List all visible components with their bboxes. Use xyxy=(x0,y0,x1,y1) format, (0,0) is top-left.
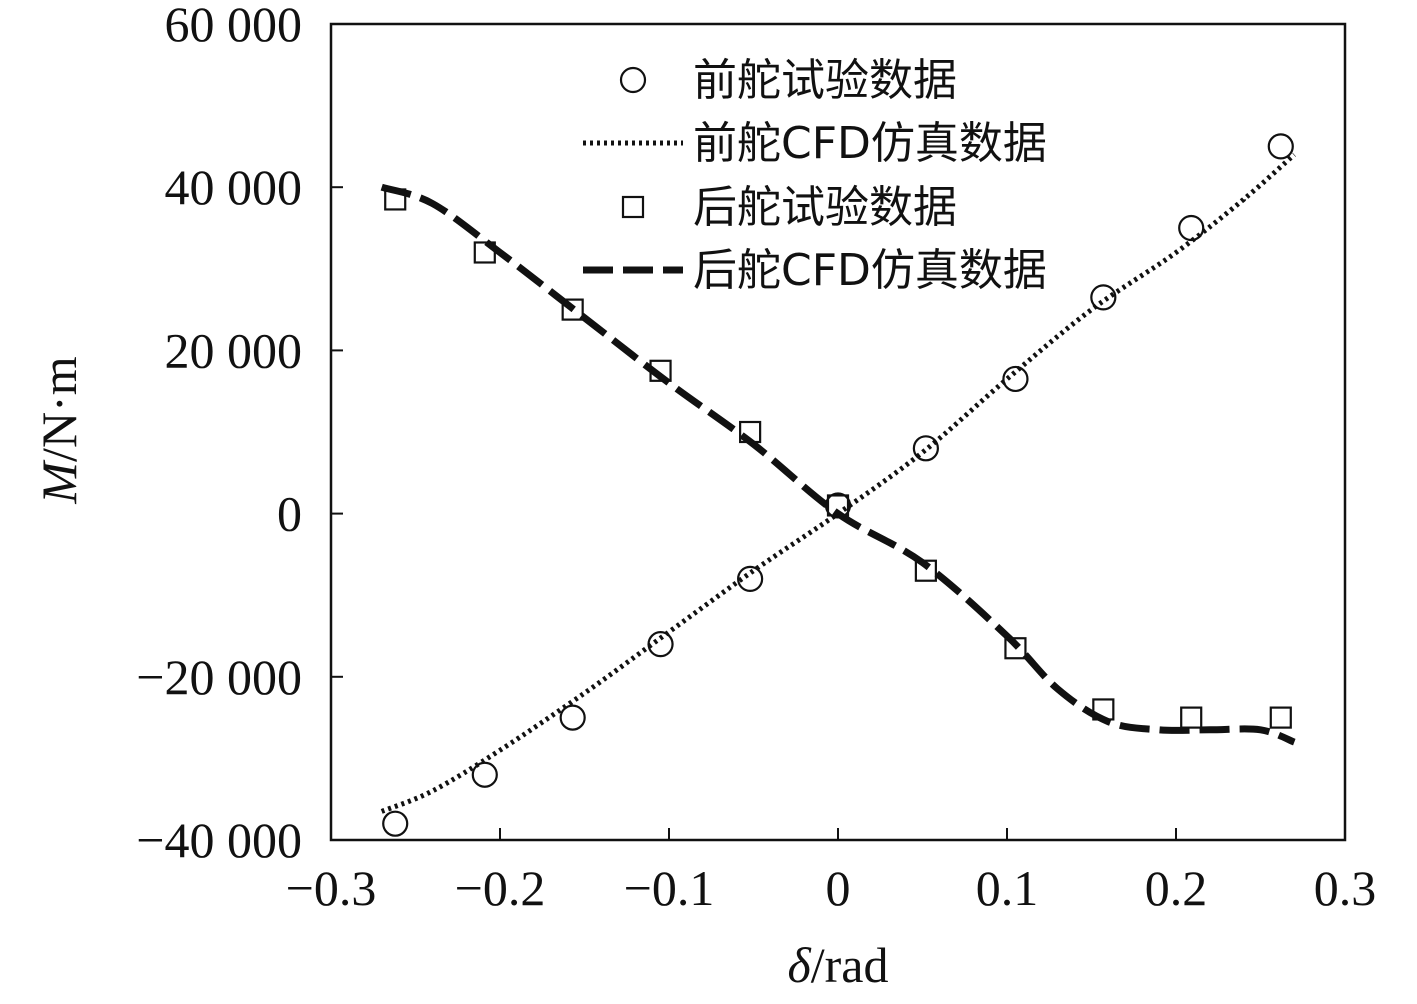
y-tick-label: −20 000 xyxy=(136,649,302,705)
y-axis-title: M/N·m xyxy=(31,356,87,504)
x-tick-label: −0.2 xyxy=(455,860,546,916)
data-point-square xyxy=(826,494,850,517)
data-point-circle xyxy=(647,631,674,658)
data-point-square xyxy=(739,420,762,444)
legend-label: 后舵CFD仿真数据 xyxy=(693,245,1047,296)
legend-marker-circle xyxy=(619,66,647,94)
x-axis-ticks: −0.3 −0.2 −0.1 0 0.1 0.2 0.3 xyxy=(286,828,1377,916)
series-layer xyxy=(380,133,1296,837)
x-axis-title: δ/rad xyxy=(788,937,889,993)
x-tick-label: −0.1 xyxy=(624,860,715,916)
y-axis-unit: /N·m xyxy=(31,356,87,462)
x-tick-label: 0.3 xyxy=(1314,860,1377,916)
y-tick-label: 40 000 xyxy=(165,159,303,215)
data-point-circle xyxy=(1002,365,1029,393)
data-point-circle xyxy=(471,761,498,788)
legend-label: 前舵试验数据 xyxy=(693,55,957,106)
y-axis-ticks: 60 000 40 000 20 000 0 −20 000 −40 000 xyxy=(136,0,343,868)
y-tick-label: 0 xyxy=(277,486,302,542)
data-point-square xyxy=(561,298,584,321)
data-point-circle xyxy=(1178,214,1205,242)
data-point-circle xyxy=(1267,133,1294,160)
legend-marker-square xyxy=(621,195,645,219)
data-point-square xyxy=(1004,637,1027,660)
data-point-square xyxy=(914,559,937,582)
legend-label: 前舵CFD仿真数据 xyxy=(693,118,1047,169)
data-point-circle xyxy=(1090,284,1117,311)
data-point-circle xyxy=(382,810,409,837)
data-point-square xyxy=(473,241,496,264)
x-tick-label: 0.2 xyxy=(1145,860,1208,916)
x-tick-label: −0.3 xyxy=(286,860,377,916)
data-point-square xyxy=(1180,706,1203,729)
legend-label: 后舵试验数据 xyxy=(693,182,957,233)
x-tick-label: 0.1 xyxy=(976,860,1039,916)
y-tick-label: 20 000 xyxy=(165,322,303,378)
x-axis-symbol: δ xyxy=(788,937,812,993)
series-line-3 xyxy=(380,183,1296,746)
x-axis-unit: /rad xyxy=(811,937,889,993)
data-point-circle xyxy=(912,435,939,462)
data-point-square xyxy=(1092,698,1115,721)
data-point-square xyxy=(1269,706,1292,729)
data-point-circle xyxy=(737,565,764,592)
data-point-circle xyxy=(824,492,852,519)
data-point-circle xyxy=(559,704,586,731)
y-tick-label: 60 000 xyxy=(165,0,303,52)
data-point-square xyxy=(649,359,672,382)
data-point-square xyxy=(384,188,407,211)
y-tick-label: −40 000 xyxy=(136,812,302,868)
y-axis-symbol: M xyxy=(31,460,87,505)
x-tick-label: 0 xyxy=(826,860,851,916)
